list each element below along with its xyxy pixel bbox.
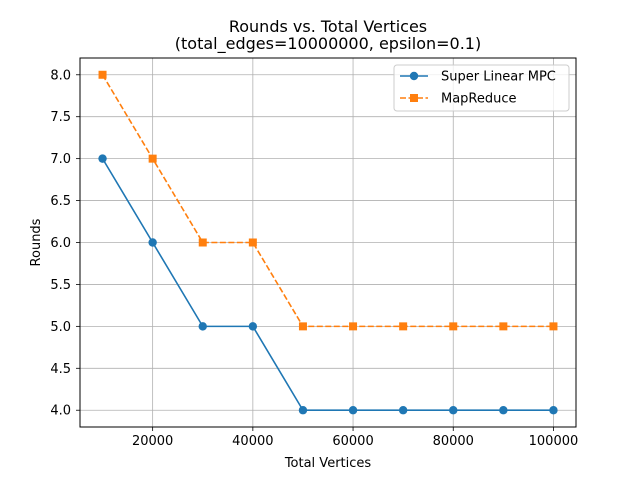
legend-item-super-linear-mpc: Super Linear MPC <box>400 70 556 85</box>
x-tick-label: 40000 <box>232 434 273 449</box>
y-tick-label: 7.5 <box>50 110 71 125</box>
y-tick-label: 7.0 <box>50 152 71 167</box>
data-point-super-linear-mpc <box>148 238 157 247</box>
data-point-super-linear-mpc <box>398 406 408 415</box>
data-point-super-linear-mpc <box>198 322 207 331</box>
data-point-mapreduce <box>399 322 408 331</box>
x-axis-label: Total Vertices <box>284 456 372 471</box>
series-line-mapreduce <box>101 74 554 328</box>
data-point-mapreduce <box>98 70 107 79</box>
chart-title: Rounds vs. Total Vertices <box>229 17 427 36</box>
ticks: 20000 40000 60000 80000 100000 4.0 4.5 5.0 5.5 6.… <box>50 68 578 449</box>
y-tick-label: 8.0 <box>50 68 71 83</box>
data-point-super-linear-mpc <box>348 406 358 415</box>
data-point-super-linear-mpc <box>298 406 308 415</box>
series-layer <box>98 70 558 415</box>
legend-item-mapreduce: MapReduce <box>400 92 517 107</box>
y-tick-label: 4.0 <box>50 404 71 419</box>
data-point-mapreduce <box>198 238 207 247</box>
series-super-linear-mpc <box>98 154 558 415</box>
x-tick-label: 100000 <box>529 434 579 449</box>
legend-frame <box>393 64 570 112</box>
data-point-super-linear-mpc <box>98 154 107 163</box>
data-point-mapreduce <box>148 154 157 163</box>
y-tick-label: 6.0 <box>50 236 71 251</box>
data-point-super-linear-mpc <box>248 322 258 331</box>
data-point-mapreduce <box>449 322 458 331</box>
legend-marker-mapreduce <box>410 94 418 102</box>
x-tick-label: 60000 <box>332 434 373 449</box>
legend-label-super-linear-mpc: Super Linear MPC <box>441 70 556 85</box>
series-mapreduce <box>98 70 558 331</box>
chart-subtitle: (total_edges=10000000, epsilon=0.1) <box>175 34 481 54</box>
data-point-super-linear-mpc <box>549 406 558 415</box>
y-tick-label: 5.5 <box>50 278 71 293</box>
data-point-mapreduce <box>298 322 307 331</box>
series-line-super-linear-mpc <box>101 158 554 412</box>
data-point-super-linear-mpc <box>449 406 458 415</box>
legend-marker-super-linear-mpc <box>409 71 419 81</box>
data-point-mapreduce <box>248 238 257 247</box>
data-point-mapreduce <box>549 322 558 331</box>
data-point-super-linear-mpc <box>499 406 508 415</box>
data-point-mapreduce <box>499 322 508 331</box>
legend-label-mapreduce: MapReduce <box>441 92 517 107</box>
y-axis-label: Rounds <box>29 218 44 266</box>
x-tick-label: 20000 <box>132 434 173 449</box>
x-tick-label: 80000 <box>433 434 474 449</box>
legend: Super Linear MPC MapReduce <box>393 64 570 112</box>
y-tick-label: 5.0 <box>50 320 71 335</box>
y-tick-label: 6.5 <box>50 194 71 209</box>
data-point-mapreduce <box>349 322 358 331</box>
y-tick-label: 4.5 <box>50 362 71 377</box>
